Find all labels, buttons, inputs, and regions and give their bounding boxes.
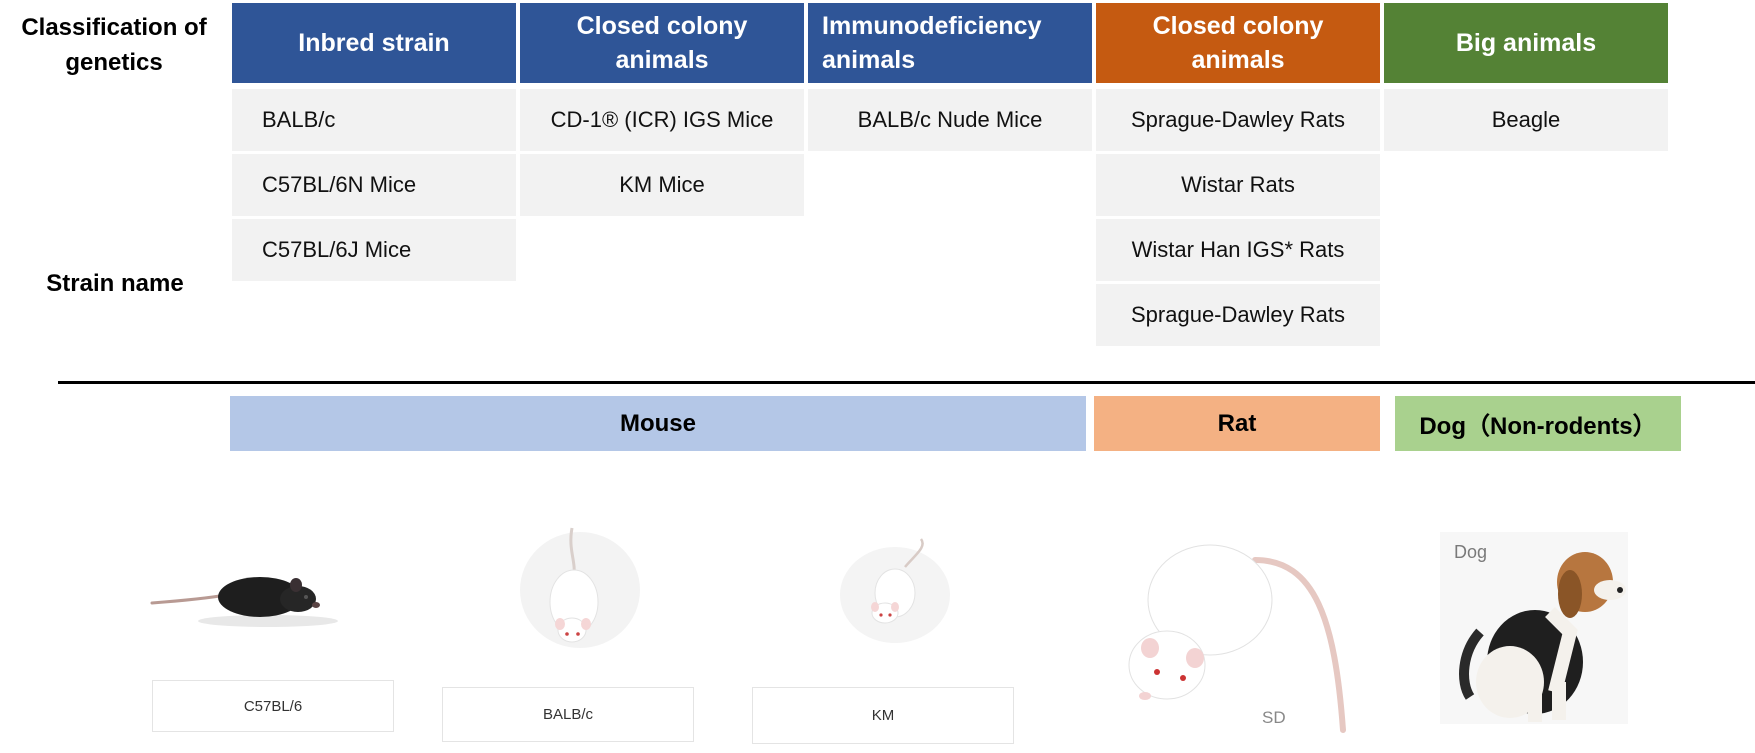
strain-cell: KM Mice — [520, 154, 804, 216]
black-mouse-icon — [150, 577, 338, 627]
white-rat-icon — [1128, 544, 1346, 733]
strain-cell: C57BL/6N Mice — [232, 154, 516, 216]
strain-cell: Sprague-Dawley Rats — [1096, 89, 1380, 151]
strain-cell: Wistar Rats — [1096, 154, 1380, 216]
header-closed-colony-rat: Closed colony animals — [1096, 3, 1380, 83]
caption-c57bl6: C57BL/6 — [152, 680, 394, 732]
white-mouse-icon — [520, 527, 640, 648]
caption-dog: Dog — [1454, 542, 1488, 562]
header-immunodeficiency: Immunodeficiency animals — [808, 3, 1092, 83]
beagle-dog-icon — [1459, 552, 1626, 722]
strain-cell: Wistar Han IGS* Rats — [1096, 219, 1380, 281]
strain-cell: Beagle — [1384, 89, 1668, 151]
strain-cell: BALB/c — [232, 89, 516, 151]
white-mouse-small-icon — [840, 538, 950, 643]
band-dog: Dog（Non-rodents） — [1395, 396, 1681, 451]
strain-cell: CD-1® (ICR) IGS Mice — [520, 89, 804, 151]
header-closed-colony-mouse: Closed colony animals — [520, 3, 804, 83]
caption-balbc: BALB/c — [442, 687, 694, 742]
classification-label: Classification of genetics — [21, 14, 207, 76]
section-divider — [58, 381, 1755, 384]
band-mouse: Mouse — [230, 396, 1086, 451]
caption-sd: SD — [1262, 708, 1286, 727]
header-big-animals: Big animals — [1384, 3, 1668, 83]
band-rat: Rat — [1094, 396, 1380, 451]
caption-km: KM — [752, 687, 1014, 744]
header-inbred-strain: Inbred strain — [232, 3, 516, 83]
strain-cell: BALB/c Nude Mice — [808, 89, 1092, 151]
strain-cell: C57BL/6J Mice — [232, 219, 516, 281]
strain-name-label: Strain name — [46, 270, 184, 297]
strain-cell: Sprague-Dawley Rats — [1096, 284, 1380, 346]
